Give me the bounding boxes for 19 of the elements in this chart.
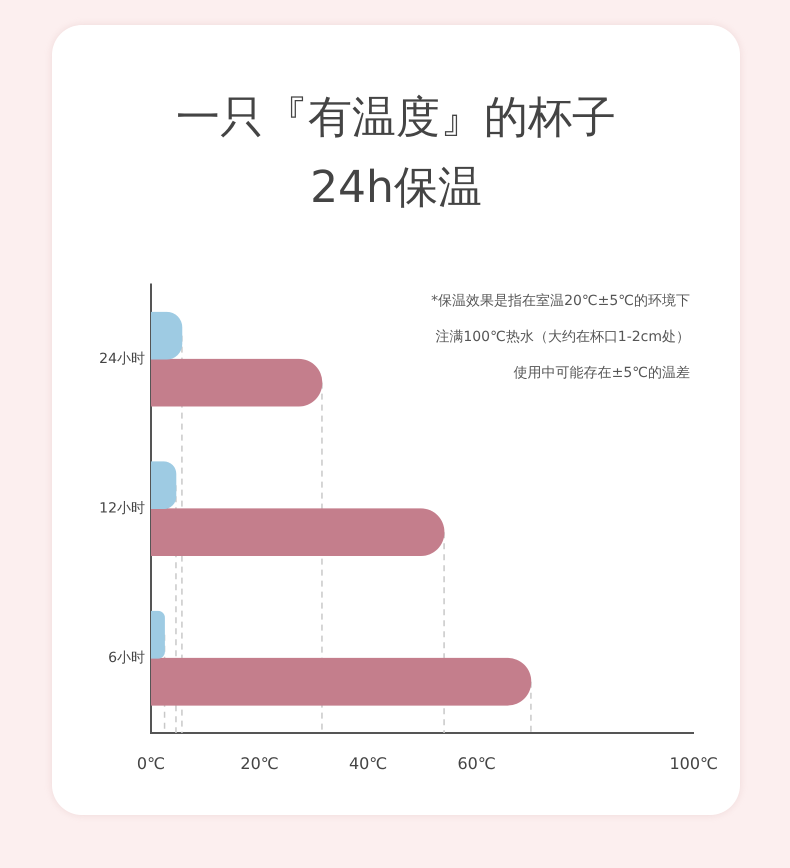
x-tick-label: 40℃ — [348, 754, 388, 773]
chart-title: 一只『有温度』的杯子 — [175, 91, 617, 145]
annotation: 注满100℃热水（大约在杯口1-2cm处） — [434, 328, 690, 347]
chart-subtitle: 24h保温 — [309, 161, 483, 215]
bar — [151, 658, 532, 706]
bar — [151, 508, 444, 556]
x-tick-label: 100℃ — [669, 754, 718, 773]
x-tick-label: 60℃ — [457, 754, 496, 773]
bar — [151, 461, 176, 510]
x-tick-label: 20℃ — [240, 754, 279, 773]
y-tick-label: 6小时 — [108, 650, 145, 666]
x-tick-label: 0℃ — [136, 754, 166, 773]
bar — [151, 610, 165, 659]
bar — [151, 358, 322, 406]
bar — [151, 312, 182, 360]
text: *保温效果是指在室温20℃±5℃的环境下 — [431, 292, 690, 311]
y-tick-label: 24小时 — [99, 350, 145, 367]
y-tick-label: 12小时 — [99, 500, 145, 516]
annotation: 使用中可能存在±5℃的温差 — [512, 364, 690, 383]
